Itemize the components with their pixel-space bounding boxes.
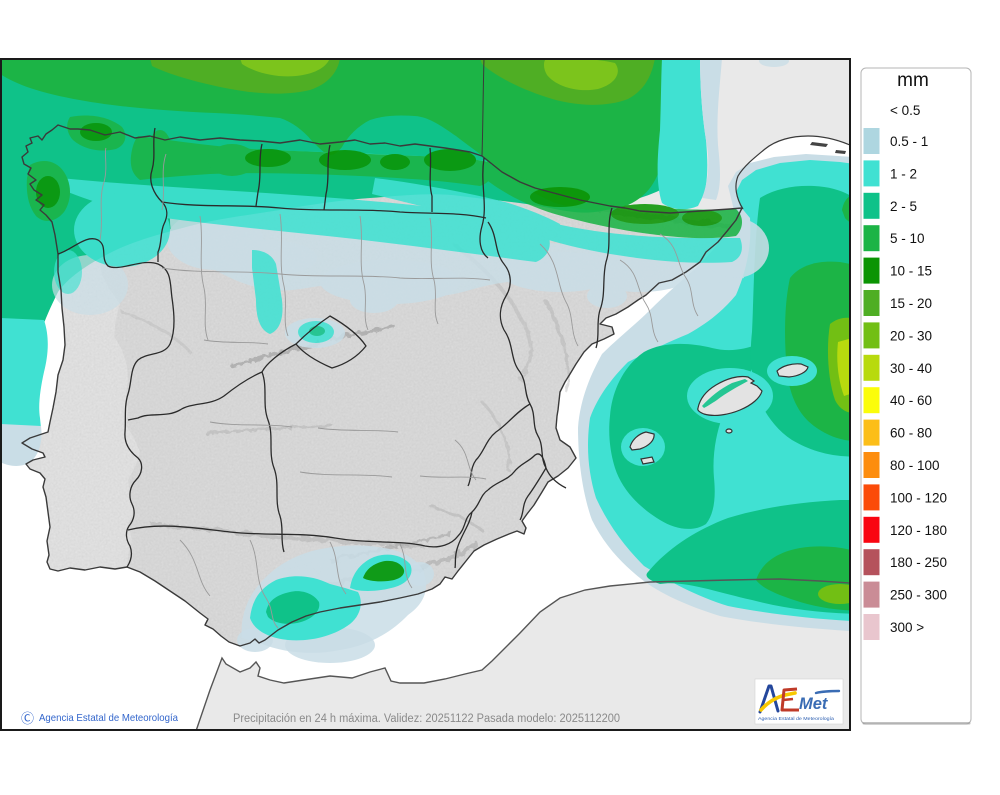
- svg-text:300 >: 300 >: [890, 620, 924, 635]
- svg-text:20 - 30: 20 - 30: [890, 328, 932, 343]
- svg-text:180 - 250: 180 - 250: [890, 555, 947, 570]
- svg-text:Ⓒ: Ⓒ: [21, 711, 34, 726]
- svg-text:100 - 120: 100 - 120: [890, 490, 947, 505]
- svg-text:80 - 100: 80 - 100: [890, 458, 940, 473]
- svg-text:15 - 20: 15 - 20: [890, 296, 932, 311]
- svg-text:mm: mm: [897, 70, 929, 91]
- svg-text:5 - 10: 5 - 10: [890, 231, 925, 246]
- svg-text:Met: Met: [799, 695, 829, 713]
- svg-text:0.5 - 1: 0.5 - 1: [890, 134, 928, 149]
- svg-text:30 - 40: 30 - 40: [890, 361, 932, 376]
- svg-text:Precipitación en 24 h máxima.: Precipitación en 24 h máxima. Validez: 2…: [233, 713, 620, 725]
- svg-text:10 - 15: 10 - 15: [890, 264, 932, 279]
- svg-text:2 - 5: 2 - 5: [890, 199, 917, 214]
- svg-text:< 0.5: < 0.5: [890, 103, 920, 118]
- svg-text:250 - 300: 250 - 300: [890, 588, 947, 603]
- svg-text:120 - 180: 120 - 180: [890, 523, 947, 538]
- svg-text:40 - 60: 40 - 60: [890, 393, 932, 408]
- svg-text:1 - 2: 1 - 2: [890, 166, 917, 181]
- svg-text:Agencia Estatal de Meteorologí: Agencia Estatal de Meteorología: [39, 712, 178, 724]
- svg-text:Agencia Estatal de Meteorologí: Agencia Estatal de Meteorología: [758, 716, 834, 721]
- svg-text:60 - 80: 60 - 80: [890, 426, 932, 441]
